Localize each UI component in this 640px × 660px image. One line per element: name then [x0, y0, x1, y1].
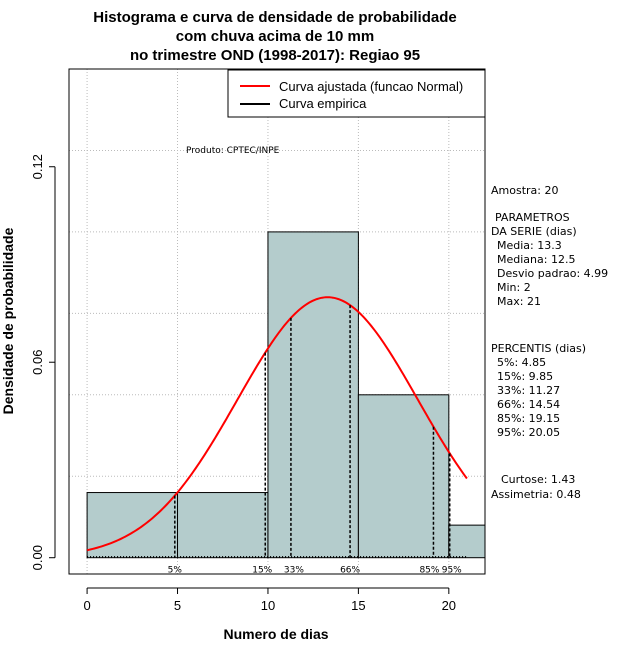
- percentile-label: 5%: [168, 566, 183, 576]
- histogram-bar: [357, 394, 450, 559]
- stat-p95: 95%: 20.05: [497, 426, 560, 439]
- legend-box: [227, 69, 486, 118]
- percentile-label: 33%: [284, 566, 304, 576]
- stat-p85: 85%: 19.15: [497, 412, 560, 425]
- legend: Curva ajustada (funcao Normal) Curva emp…: [227, 69, 486, 118]
- stat-p33: 33%: 11.27: [497, 384, 560, 397]
- percentile-label: 66%: [340, 566, 360, 576]
- percentile-label: 15%: [252, 566, 272, 576]
- x-tick-label: 15: [351, 598, 365, 613]
- histogram-bar: [448, 524, 486, 559]
- legend-empirical-label: Curva empirica: [279, 96, 367, 111]
- chart-title-line3: no trimestre OND (1998-2017): Regiao 95: [130, 47, 420, 64]
- stat-params-title2: DA SERIE (dias): [491, 225, 577, 238]
- x-tick-label: 10: [261, 598, 275, 613]
- percentile-label: 85%: [419, 566, 439, 576]
- axes: 0 5 10 15 20 0.00 0.06 0.12: [30, 154, 456, 613]
- stat-p66: 66%: 14.54: [497, 398, 560, 411]
- product-label: Produto: CPTEC/INPE: [186, 146, 280, 156]
- histogram-bar: [267, 231, 359, 559]
- chart-title-line1: Histograma e curva de densidade de proba…: [93, 9, 456, 26]
- x-axis-label: Numero de dias: [223, 626, 328, 642]
- stat-min: Min: 2: [497, 281, 531, 294]
- stat-kurtosis: Curtose: 1.43: [501, 473, 575, 486]
- stat-p15: 15%: 9.85: [497, 370, 553, 383]
- x-tick-label: 20: [442, 598, 456, 613]
- y-tick-label: 0.06: [30, 350, 45, 375]
- stat-sd: Desvio padrao: 4.99: [497, 267, 608, 280]
- legend-fitted-label: Curva ajustada (funcao Normal): [279, 79, 463, 94]
- histogram-bar: [86, 492, 179, 559]
- fitted-curve-layer: [86, 296, 468, 552]
- stat-mean: Media: 13.3: [497, 239, 562, 252]
- x-tick-label: 5: [174, 598, 181, 613]
- percentile-lines: 5% 15% 33% 66% 85% 95%: [168, 305, 462, 576]
- y-tick-label: 0.00: [30, 545, 45, 570]
- percentile-label: 95%: [442, 566, 462, 576]
- x-tick-label: 0: [83, 598, 90, 613]
- chart-title-line2: com chuva acima de 10 mm: [176, 28, 374, 45]
- stat-params-title1: PARAMETROS: [495, 211, 570, 224]
- y-axis-label: Densidade de probabilidade: [0, 227, 16, 414]
- plot-frame: [68, 68, 486, 575]
- stats-panel: Amostra: 20 PARAMETROS DA SERIE (dias) M…: [491, 184, 608, 501]
- fitted-curve: [86, 296, 468, 552]
- histogram-bars: [86, 231, 486, 559]
- stat-max: Max: 21: [497, 295, 541, 308]
- stat-skewness: Assimetria: 0.48: [491, 488, 581, 501]
- stat-median: Mediana: 12.5: [497, 253, 575, 266]
- stat-p5: 5%: 4.85: [497, 356, 546, 369]
- stat-sample: Amostra: 20: [491, 184, 558, 197]
- stat-perc-title: PERCENTIS (dias): [491, 342, 586, 355]
- histogram-bar: [177, 492, 269, 559]
- y-tick-label: 0.12: [30, 154, 45, 179]
